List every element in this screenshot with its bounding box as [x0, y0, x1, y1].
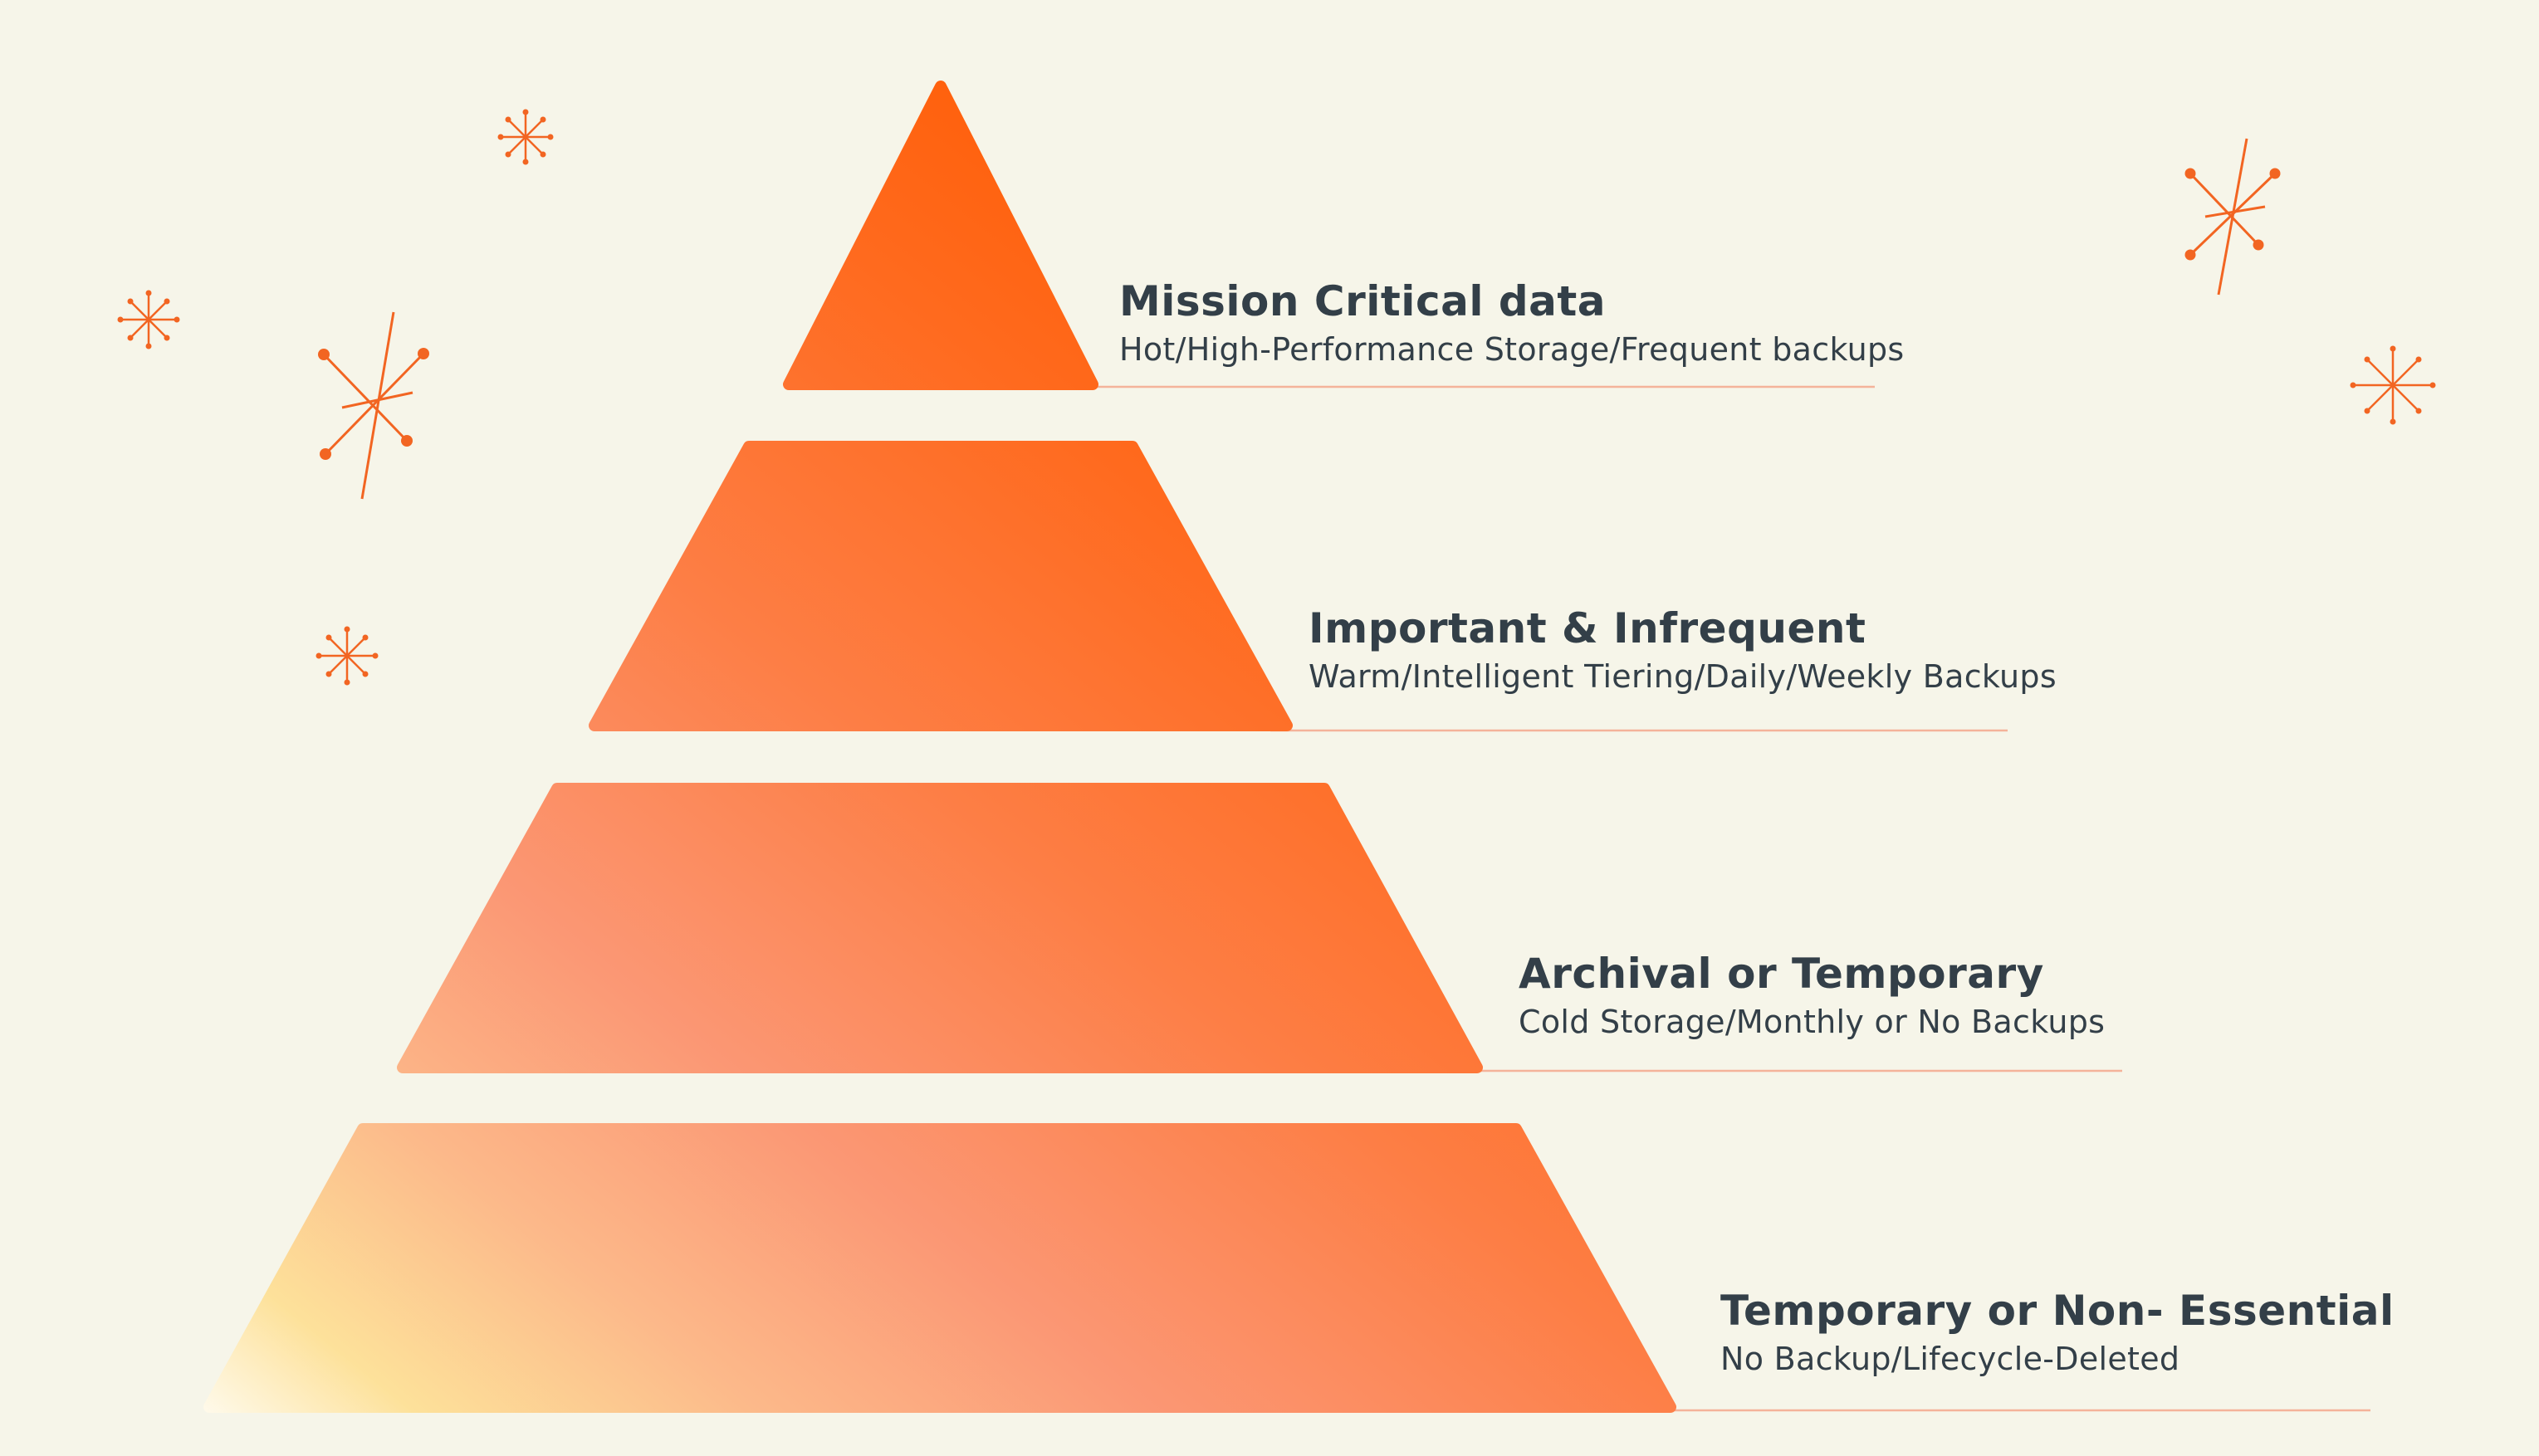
tier-shape-mission-critical [783, 81, 1098, 390]
divider-lines [1079, 385, 2370, 1412]
sparkle-icon [316, 626, 379, 686]
sparkle-icon [497, 109, 554, 165]
tier-title: Archival or Temporary [1519, 950, 2044, 998]
tier-label-important: Important & Infrequent Warm/Intelligent … [1309, 603, 2057, 697]
sparkle-decorations [117, 109, 2436, 686]
tier-label-temporary: Temporary or Non- Essential No Backup/Li… [1720, 1285, 2395, 1380]
tier-description: No Backup/Lifecycle-Deleted [1720, 1341, 2180, 1377]
sparkle-icon [117, 290, 180, 349]
tier-description: Cold Storage/Monthly or No Backups [1519, 1004, 2106, 1040]
tier-shape-important [589, 441, 1293, 731]
sparkle-icon [2350, 345, 2436, 425]
sparkle-icon [318, 311, 429, 500]
tier-shape-archival [397, 783, 1483, 1073]
pyramid-tiers [203, 81, 1676, 1413]
tier-title: Important & Infrequent [1309, 604, 1866, 652]
sparkle-icon [2184, 138, 2281, 296]
tier-label-archival: Archival or Temporary Cold Storage/Month… [1519, 948, 2105, 1043]
tier-title: Mission Critical data [1119, 277, 1607, 325]
tier-description: Hot/High-Performance Storage/Frequent ba… [1119, 331, 1905, 368]
tier-description: Warm/Intelligent Tiering/Daily/Weekly Ba… [1309, 658, 2057, 695]
tier-label-mission-critical: Mission Critical data Hot/High-Performan… [1119, 276, 1904, 370]
tier-shape-temporary [203, 1123, 1676, 1413]
tier-title: Temporary or Non- Essential [1720, 1287, 2395, 1335]
